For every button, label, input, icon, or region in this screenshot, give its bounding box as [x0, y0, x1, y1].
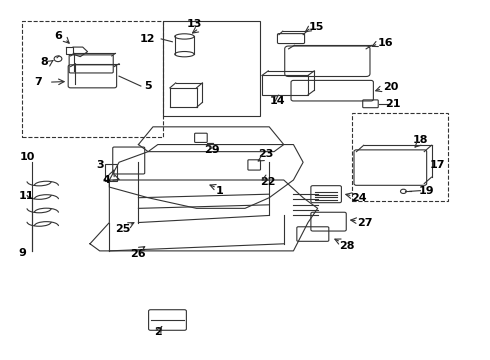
Text: 7: 7	[34, 77, 42, 87]
Text: 14: 14	[270, 96, 285, 105]
Text: 15: 15	[309, 22, 324, 32]
Text: 16: 16	[378, 38, 393, 48]
Text: 5: 5	[144, 81, 152, 91]
Text: 23: 23	[258, 149, 273, 159]
Bar	[163, 21, 260, 116]
Text: 25: 25	[115, 224, 131, 234]
Text: 1: 1	[216, 186, 223, 196]
Bar	[104, 164, 117, 181]
Text: 27: 27	[357, 217, 373, 228]
Bar	[262, 76, 308, 95]
Text: 19: 19	[419, 186, 435, 195]
Text: 10: 10	[19, 152, 35, 162]
Text: 26: 26	[131, 249, 146, 259]
Text: 20: 20	[383, 82, 398, 92]
Text: 2: 2	[154, 327, 162, 337]
Text: 24: 24	[351, 193, 367, 203]
Text: 11: 11	[18, 191, 34, 201]
Text: 13: 13	[187, 19, 202, 29]
Text: 8: 8	[40, 57, 48, 67]
Text: 3: 3	[96, 160, 103, 170]
Bar	[352, 113, 448, 201]
Text: 9: 9	[18, 248, 26, 258]
Text: 21: 21	[385, 99, 400, 109]
Text: 6: 6	[54, 31, 62, 41]
Text: 22: 22	[261, 177, 276, 188]
Bar	[22, 21, 163, 138]
Text: 18: 18	[413, 135, 428, 145]
Text: 28: 28	[339, 240, 354, 251]
Text: 12: 12	[139, 34, 155, 44]
Text: 17: 17	[430, 160, 445, 170]
Text: 4: 4	[103, 175, 111, 185]
Text: 29: 29	[204, 145, 220, 155]
